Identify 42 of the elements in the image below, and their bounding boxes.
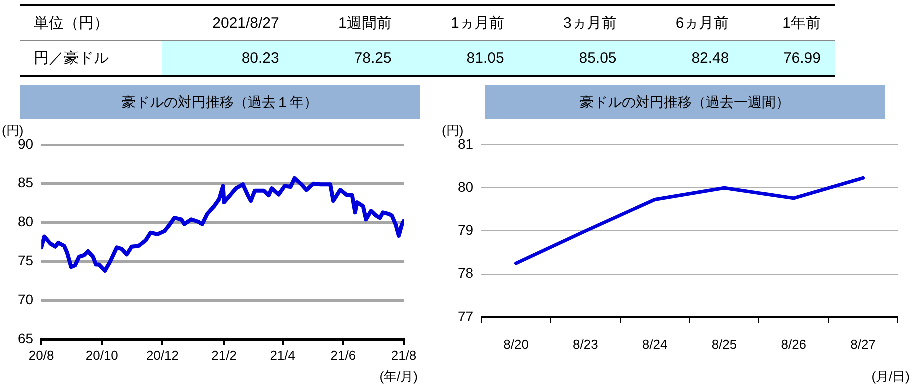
data-label: 82.48 — [630, 40, 744, 76]
y-tick-label: 80 — [458, 178, 474, 195]
y-axis-title: (円) — [442, 123, 464, 138]
x-tick-label: 8/23 — [573, 336, 598, 352]
category-label: 1ヵ月前 — [406, 5, 518, 40]
x-tick-label: 20/8 — [28, 348, 54, 363]
chart-title: 豪ドルの対円推移（過去１年） — [20, 85, 420, 119]
x-tick-label: 20/10 — [86, 348, 118, 363]
x-tick-label: 8/26 — [781, 336, 807, 352]
category-label: 3ヵ月前 — [518, 5, 631, 40]
x-tick-label: 8/24 — [642, 336, 668, 352]
x-tick-label: 8/25 — [712, 336, 738, 352]
x-axis-title: (年/月) — [380, 369, 418, 384]
y-tick-label: 65 — [18, 330, 34, 346]
category-label: 2021/8/27 — [162, 5, 294, 40]
x-tick-label: 21/8 — [391, 348, 417, 363]
data-label: 85.05 — [518, 40, 631, 76]
y-tick-label: 85 — [18, 174, 34, 191]
x-tick-label: 20/12 — [146, 348, 179, 363]
category-label: 6ヵ月前 — [630, 5, 744, 40]
y-tick-label: 75 — [18, 252, 34, 268]
x-tick-label: 21/6 — [330, 348, 356, 363]
data-label: 76.99 — [743, 40, 835, 76]
y-tick-label: 80 — [18, 214, 34, 230]
y-tick-label: 70 — [18, 291, 34, 308]
category-label: 1週間前 — [293, 5, 406, 40]
text: 円／豪ドル — [20, 40, 162, 76]
y-tick-label: 77 — [458, 308, 474, 324]
y-axis-title: (円) — [2, 123, 24, 138]
x-tick-label: 21/4 — [270, 348, 296, 363]
x-tick-label: 8/27 — [850, 336, 876, 352]
text: 単位（円） — [20, 5, 162, 40]
data-label: 80.23 — [162, 40, 294, 76]
data-label: 81.05 — [406, 40, 518, 76]
x-tick-label: 8/20 — [504, 336, 529, 352]
x-axis-title: (月/日) — [872, 369, 910, 384]
category-label: 1年前 — [743, 5, 835, 40]
x-tick-label: 21/2 — [212, 348, 237, 363]
chart-title: 豪ドルの対円推移（過去一週間） — [485, 85, 885, 119]
y-tick-label: 79 — [458, 222, 474, 238]
data-label: 78.25 — [293, 40, 406, 76]
y-tick-label: 78 — [458, 265, 474, 282]
